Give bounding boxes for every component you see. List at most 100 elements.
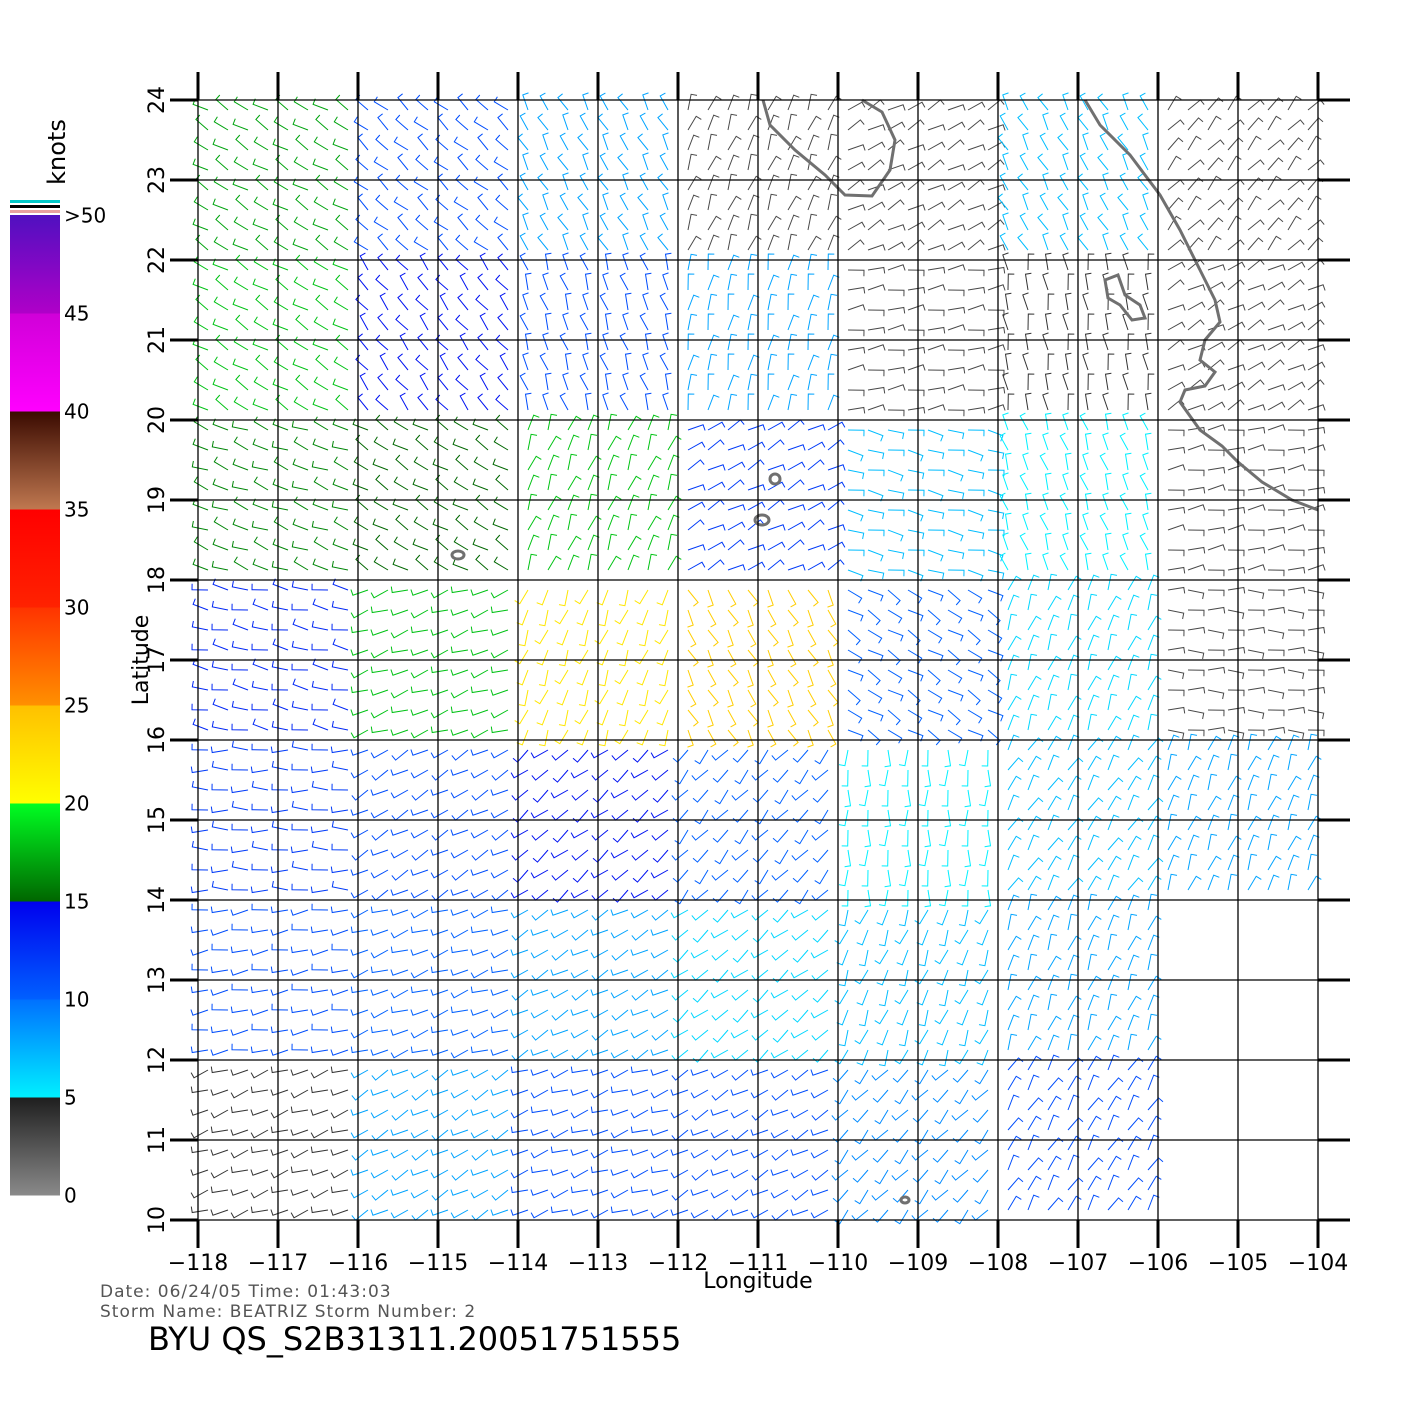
wind-barb bbox=[827, 353, 838, 371]
wind-barb bbox=[710, 1189, 729, 1199]
wind-barb bbox=[987, 549, 1004, 562]
wind-barb bbox=[967, 346, 986, 354]
wind-barb bbox=[511, 1049, 529, 1061]
wind-barb bbox=[250, 1109, 269, 1116]
wind-barb bbox=[232, 518, 249, 531]
wind-barb bbox=[827, 541, 846, 551]
wind-barb bbox=[390, 1089, 409, 1099]
wind-barb bbox=[730, 1149, 749, 1156]
wind-barb bbox=[927, 729, 941, 746]
wind-barb bbox=[670, 909, 689, 919]
wind-barb bbox=[544, 372, 552, 391]
wind-barb bbox=[610, 1086, 629, 1094]
wind-barb bbox=[987, 529, 1005, 537]
wind-barb bbox=[1107, 715, 1122, 731]
wind-barb bbox=[211, 720, 229, 731]
wind-barb bbox=[373, 156, 389, 171]
wind-barb bbox=[1207, 833, 1218, 851]
wind-barb bbox=[834, 1049, 849, 1065]
wind-barb bbox=[1117, 133, 1129, 151]
caption: BYU QS_S2B31311.20051751555 bbox=[148, 1320, 681, 1358]
wind-barb bbox=[1187, 159, 1205, 171]
wind-barb bbox=[251, 1023, 269, 1031]
wind-barb bbox=[270, 746, 289, 754]
wind-barb bbox=[827, 95, 842, 111]
wind-barb bbox=[967, 406, 986, 414]
wind-barb bbox=[570, 889, 589, 899]
wind-barb bbox=[987, 266, 1006, 274]
wind-barb bbox=[747, 373, 758, 391]
wind-barb bbox=[255, 354, 269, 371]
wind-barb bbox=[332, 478, 349, 491]
wind-barb bbox=[767, 155, 782, 171]
y-tick-label: 12 bbox=[145, 1046, 170, 1074]
wind-barb bbox=[430, 789, 449, 796]
wind-barb bbox=[847, 609, 864, 622]
wind-barb bbox=[591, 909, 609, 921]
wind-barb bbox=[1207, 606, 1226, 614]
info-line: Storm Name: BEATRIZ Storm Number: 2 bbox=[100, 1302, 476, 1322]
wind-barb bbox=[1307, 686, 1326, 694]
wind-barb bbox=[231, 723, 249, 731]
wind-barb bbox=[527, 553, 538, 571]
wind-barb bbox=[1287, 706, 1306, 714]
wind-barb bbox=[359, 372, 369, 391]
wind-barb bbox=[838, 909, 849, 927]
wind-barb bbox=[213, 456, 229, 471]
wind-barb bbox=[590, 749, 609, 759]
wind-barb bbox=[1127, 995, 1142, 1011]
wind-barb bbox=[692, 989, 709, 1003]
wind-barb bbox=[311, 680, 329, 691]
wind-barb bbox=[947, 469, 964, 482]
wind-barb bbox=[727, 233, 738, 251]
wind-barb bbox=[987, 219, 1005, 231]
wind-barb bbox=[510, 1209, 529, 1216]
wind-barb bbox=[727, 94, 740, 111]
wind-barb bbox=[271, 880, 289, 891]
wind-barb bbox=[630, 1066, 649, 1074]
wind-barb bbox=[475, 154, 489, 171]
wind-barb bbox=[1307, 426, 1326, 434]
wind-barb bbox=[293, 396, 309, 411]
wind-barb bbox=[1207, 855, 1222, 871]
wind-barb bbox=[531, 829, 549, 841]
wind-barb bbox=[1047, 933, 1058, 951]
wind-barb bbox=[270, 1209, 289, 1216]
island bbox=[1103, 273, 1148, 322]
island bbox=[450, 549, 466, 561]
wind-barb bbox=[881, 849, 889, 867]
wind-barb bbox=[687, 373, 698, 391]
wind-barb bbox=[551, 949, 569, 961]
wind-barb bbox=[852, 1169, 869, 1183]
wind-barb bbox=[1227, 304, 1246, 311]
x-tick-label: −105 bbox=[1208, 1251, 1268, 1276]
wind-barb bbox=[1307, 117, 1324, 131]
wind-barb bbox=[770, 1069, 789, 1079]
wind-barb bbox=[578, 689, 589, 707]
wind-barb bbox=[1102, 112, 1109, 131]
wind-barb bbox=[290, 1149, 309, 1159]
wind-barb bbox=[687, 589, 699, 607]
wind-barb bbox=[644, 272, 652, 291]
wind-barb bbox=[914, 1029, 929, 1045]
wind-barb bbox=[252, 158, 269, 171]
wind-barb bbox=[791, 1129, 809, 1141]
wind-barb bbox=[662, 332, 669, 351]
wind-barb bbox=[947, 509, 965, 517]
wind-barb bbox=[787, 479, 805, 491]
wind-barb bbox=[1267, 814, 1280, 831]
wind-barb bbox=[707, 649, 714, 668]
wind-barb bbox=[191, 460, 209, 471]
wind-barb bbox=[390, 769, 409, 776]
wind-barb bbox=[956, 949, 969, 966]
wind-barb bbox=[470, 1169, 489, 1176]
wind-barb bbox=[377, 113, 389, 131]
wind-barb bbox=[312, 398, 329, 411]
wind-barb bbox=[315, 354, 329, 371]
wind-barb bbox=[551, 809, 569, 821]
wind-barb bbox=[747, 115, 762, 131]
wind-barb bbox=[787, 709, 797, 728]
wind-barb bbox=[934, 1169, 949, 1185]
wind-barb bbox=[604, 372, 612, 391]
wind-barb bbox=[752, 789, 769, 803]
